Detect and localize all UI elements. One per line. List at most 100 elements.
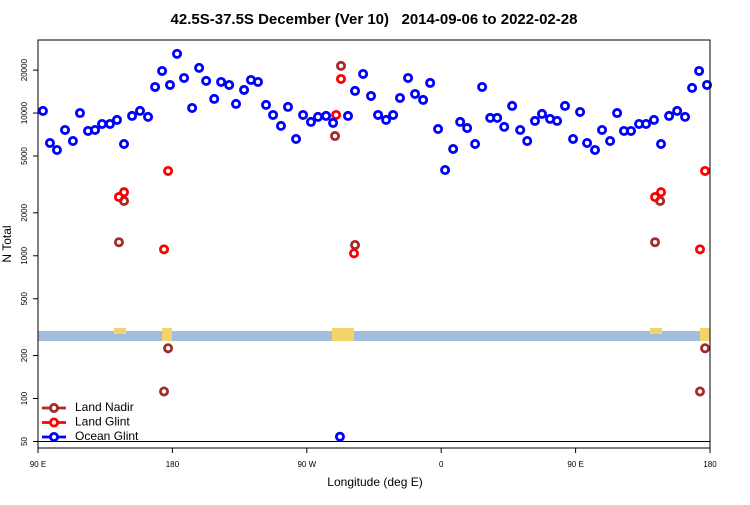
point	[656, 139, 667, 150]
point	[159, 244, 170, 255]
point	[522, 136, 533, 147]
x-tick-label: 180	[703, 460, 717, 469]
point	[597, 124, 608, 135]
point	[343, 110, 354, 121]
point	[127, 110, 138, 121]
band-highlight	[162, 328, 172, 341]
x-tick-label: 90 E	[567, 460, 583, 469]
point	[331, 109, 342, 120]
band-highlight	[332, 328, 354, 341]
point	[649, 114, 660, 125]
point	[305, 116, 316, 127]
y-tick-label: 50	[20, 436, 29, 445]
legend-marker	[49, 402, 60, 413]
x-tick-label: 180	[166, 460, 180, 469]
legend-label: Land Nadir	[75, 400, 134, 414]
point	[335, 60, 346, 71]
legend-label: Ocean Glint	[75, 429, 139, 443]
point	[275, 120, 286, 131]
point	[298, 109, 309, 120]
point	[252, 76, 263, 87]
point	[163, 165, 174, 176]
point	[650, 237, 661, 248]
point	[44, 137, 55, 148]
x-axis-label: Longitude (deg E)	[327, 475, 422, 489]
point	[37, 105, 48, 116]
y-tick-label: 500	[20, 292, 29, 306]
point	[687, 82, 698, 93]
point	[694, 65, 705, 76]
y-tick-label: 5000	[20, 147, 29, 165]
point	[330, 131, 341, 142]
band	[38, 328, 710, 341]
band-highlight	[700, 328, 710, 341]
point	[537, 108, 548, 119]
point	[268, 109, 279, 120]
point	[559, 100, 570, 111]
point	[694, 244, 705, 255]
point	[358, 68, 369, 79]
point	[590, 145, 601, 156]
point	[231, 98, 242, 109]
point	[348, 248, 359, 259]
point	[641, 118, 652, 129]
point	[394, 92, 405, 103]
point	[119, 187, 130, 198]
point	[433, 124, 444, 135]
point	[462, 123, 473, 134]
point	[605, 136, 616, 147]
point	[440, 165, 451, 176]
point	[179, 72, 190, 83]
point	[626, 125, 637, 136]
x-tick-label: 0	[439, 460, 444, 469]
point	[529, 115, 540, 126]
point	[113, 237, 124, 248]
point	[334, 431, 345, 442]
point	[448, 143, 459, 154]
legend-marker	[49, 417, 60, 428]
point	[60, 124, 71, 135]
point	[163, 343, 174, 354]
point	[194, 62, 205, 73]
point	[239, 84, 250, 95]
y-axis-label: N Total	[0, 225, 14, 262]
point	[410, 88, 421, 99]
point	[425, 77, 436, 88]
point	[143, 111, 154, 122]
point	[172, 48, 183, 59]
point	[350, 85, 361, 96]
legend-marker	[49, 431, 60, 442]
point	[157, 65, 168, 76]
y-tick-label: 10000	[20, 101, 29, 124]
point	[90, 124, 101, 135]
point	[187, 102, 198, 113]
point	[321, 110, 332, 121]
point	[388, 109, 399, 120]
point	[700, 343, 711, 354]
legend-label: Land Glint	[75, 415, 130, 429]
y-tick-label: 200	[20, 348, 29, 362]
point	[373, 109, 384, 120]
point	[568, 134, 579, 145]
point	[209, 93, 220, 104]
point	[680, 111, 691, 122]
point	[470, 139, 481, 150]
point	[492, 112, 503, 123]
point	[418, 94, 429, 105]
point	[216, 76, 227, 87]
point	[366, 90, 377, 101]
band-highlight	[650, 328, 662, 334]
y-tick-label: 100	[20, 391, 29, 405]
point	[113, 192, 124, 203]
point	[455, 116, 466, 127]
point	[381, 114, 392, 125]
point	[477, 81, 488, 92]
point	[335, 73, 346, 84]
point	[224, 79, 235, 90]
y-tick-label: 2000	[20, 203, 29, 221]
point	[552, 115, 563, 126]
point	[499, 121, 510, 132]
point	[201, 75, 212, 86]
